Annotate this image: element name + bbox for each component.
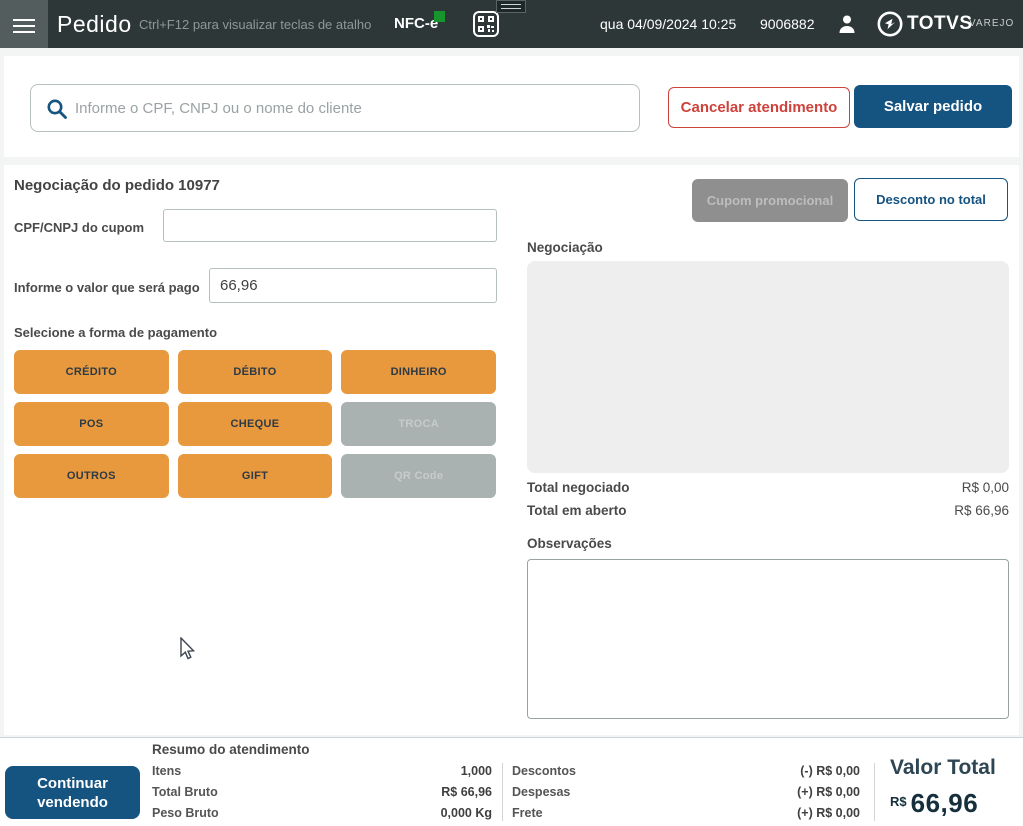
descontos-value: (-) R$ 0,00 [800, 764, 860, 778]
summary-row-peso-bruto: Peso Bruto 0,000 Kg [152, 806, 492, 820]
promo-coupon-button: Cupom promocional [692, 179, 848, 222]
cancel-service-button[interactable]: Cancelar atendimento [668, 87, 850, 128]
cpf-cupom-input[interactable] [163, 209, 497, 242]
topbar: Pedido Ctrl+F12 para visualizar teclas d… [0, 0, 1023, 48]
total-open-label: Total em aberto [527, 503, 627, 518]
page-title: Pedido [57, 11, 132, 37]
summary-row-itens: Itens 1,000 [152, 764, 492, 778]
terminal-number: 9006882 [760, 16, 815, 32]
total-negotiated-label: Total negociado [527, 480, 630, 495]
window-drag-handle [496, 0, 526, 13]
payment-dinheiro-button[interactable]: DINHEIRO [341, 350, 496, 394]
total-bruto-label: Total Bruto [152, 785, 218, 799]
negotiation-heading: Negociação do pedido 10977 [14, 177, 220, 194]
negotiation-list-area [527, 261, 1009, 473]
payment-methods-grid: CRÉDITO DÉBITO DINHEIRO POS CHEQUE TROCA… [14, 350, 496, 498]
descontos-label: Descontos [512, 764, 576, 778]
totvs-logo-icon [877, 11, 903, 42]
summary-divider [874, 763, 875, 821]
amount-input[interactable] [209, 268, 497, 303]
observations-textarea[interactable] [527, 559, 1009, 719]
frete-label: Frete [512, 806, 543, 820]
continue-selling-button[interactable]: Continuar vendendo [5, 766, 140, 819]
summary-row-descontos: Descontos (-) R$ 0,00 [512, 764, 860, 778]
summary-row-despesas: Despesas (+) R$ 0,00 [512, 785, 860, 799]
summary-title: Resumo do atendimento [152, 742, 310, 757]
hamburger-menu-button[interactable] [0, 0, 48, 48]
payment-gift-button[interactable]: GIFT [177, 454, 333, 498]
customer-search-input[interactable] [75, 86, 630, 130]
summary-row-frete: Frete (+) R$ 0,00 [512, 806, 860, 820]
summary-left-column: Itens 1,000 Total Bruto R$ 66,96 Peso Br… [152, 764, 492, 820]
total-bruto-value: R$ 66,96 [441, 785, 492, 799]
brand-name: TOTVS [907, 13, 973, 34]
grand-total-value: R$ 66,96 [890, 788, 978, 819]
customer-search-box [30, 84, 640, 132]
cpf-cupom-label: CPF/CNPJ do cupom [14, 220, 145, 235]
nfce-status-label: NFC-e [394, 15, 439, 32]
negotiation-list-label: Negociação [527, 240, 603, 255]
despesas-value: (+) R$ 0,00 [797, 785, 860, 799]
amount-label: Informe o valor que será pago [14, 280, 200, 295]
shortcut-hint: Ctrl+F12 para visualizar teclas de atalh… [139, 17, 372, 32]
summary-bar: Continuar vendendo Resumo do atendimento… [0, 737, 1023, 826]
frete-value: (+) R$ 0,00 [797, 806, 860, 820]
nfce-online-dot-icon [434, 11, 445, 22]
total-open-value: R$ 66,96 [954, 503, 1009, 518]
total-discount-button[interactable]: Desconto no total [854, 178, 1008, 221]
user-icon[interactable] [835, 12, 859, 36]
negotiation-panel: Negociação do pedido 10977 CPF/CNPJ do c… [4, 165, 1019, 735]
total-open-row: Total em aberto R$ 66,96 [527, 503, 1009, 518]
grand-total-label: Valor Total [890, 756, 996, 779]
payment-pos-button[interactable]: POS [14, 402, 169, 446]
payment-credito-button[interactable]: CRÉDITO [14, 350, 169, 394]
peso-bruto-value: 0,000 Kg [440, 806, 492, 820]
save-order-button[interactable]: Salvar pedido [854, 85, 1012, 128]
payment-qrcode-button: QR Code [341, 454, 496, 498]
itens-label: Itens [152, 764, 182, 778]
payment-outros-button[interactable]: OUTROS [14, 454, 169, 498]
observations-label: Observações [527, 536, 612, 551]
brand-product-name: VAREJO [969, 18, 1015, 29]
peso-bruto-label: Peso Bruto [152, 806, 219, 820]
grand-total-number: 66,96 [910, 788, 979, 818]
total-negotiated-value: R$ 0,00 [961, 480, 1009, 495]
qr-code-icon[interactable] [473, 11, 499, 37]
payment-cheque-button[interactable]: CHEQUE [177, 402, 333, 446]
payment-method-label: Selecione a forma de pagamento [14, 325, 218, 340]
summary-row-total-bruto: Total Bruto R$ 66,96 [152, 785, 492, 799]
payment-debito-button[interactable]: DÉBITO [177, 350, 333, 394]
despesas-label: Despesas [512, 785, 571, 799]
customer-search-panel: Cancelar atendimento Salvar pedido [4, 56, 1019, 157]
search-icon [45, 97, 69, 126]
payment-troca-button: TROCA [341, 402, 496, 446]
summary-right-column: Descontos (-) R$ 0,00 Despesas (+) R$ 0,… [512, 764, 860, 820]
datetime-label: qua 04/09/2024 10:25 [600, 16, 737, 32]
grand-total-currency: R$ [890, 794, 907, 809]
total-negotiated-row: Total negociado R$ 0,00 [527, 480, 1009, 495]
itens-value: 1,000 [460, 764, 492, 778]
summary-divider [502, 763, 503, 821]
